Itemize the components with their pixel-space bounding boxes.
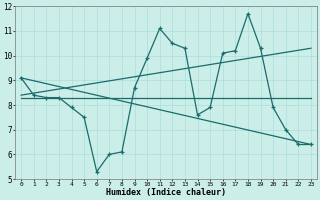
X-axis label: Humidex (Indice chaleur): Humidex (Indice chaleur) — [106, 188, 226, 197]
